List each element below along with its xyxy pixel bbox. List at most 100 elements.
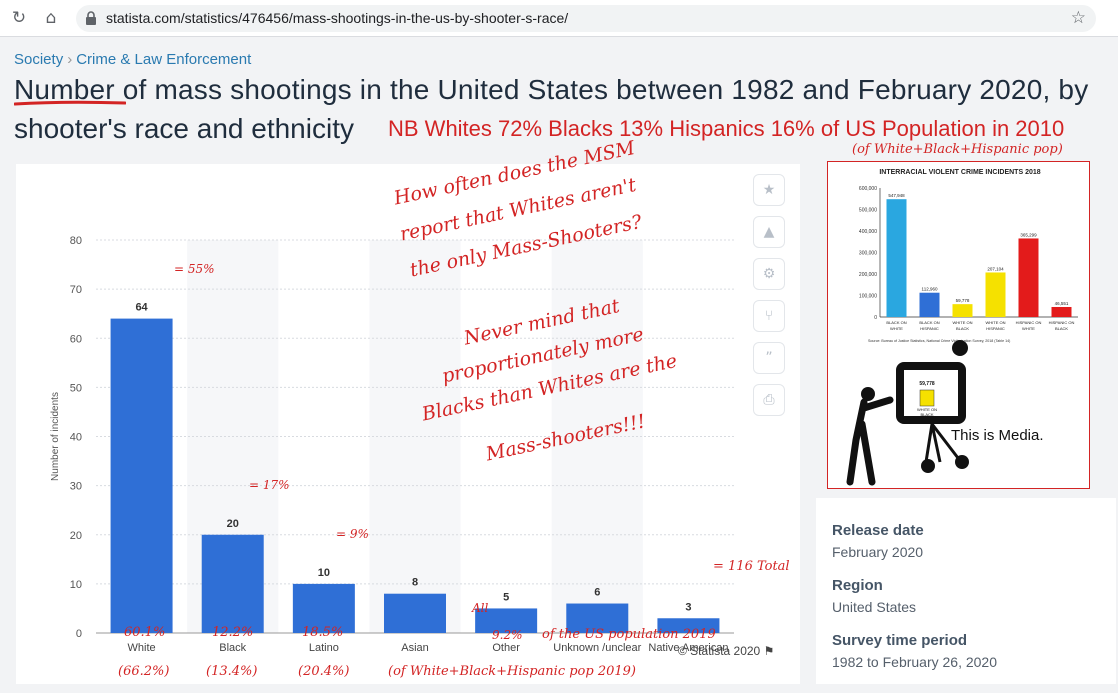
page-title-line1: Number of mass shootings in the United S… <box>14 74 1089 105</box>
bar-white <box>110 318 173 633</box>
inset-category-label: HISPANIC <box>920 326 939 331</box>
y-tick-label: 80 <box>70 235 82 247</box>
inset-category-label: WHITE <box>1022 326 1035 331</box>
pct-latino: 18.5% <box>302 625 344 640</box>
inset-data-label: 112,960 <box>922 287 938 292</box>
y-tick-label: 30 <box>70 481 82 493</box>
bar-native-american <box>657 618 720 633</box>
inset-category-label: WHITE ON <box>953 320 973 325</box>
inset-category-label: BLACK <box>1055 326 1068 331</box>
breadcrumb-crime[interactable]: Crime & Law Enforcement <box>76 51 252 68</box>
eq-white: = 55% <box>174 262 215 276</box>
share-icon: ⑂ <box>764 308 774 324</box>
release-date-label: Release date <box>832 522 924 539</box>
data-label: 10 <box>318 567 330 579</box>
inset-category-label: HISPANIC <box>986 326 1005 331</box>
tv-reel <box>952 340 968 356</box>
region-value: United States <box>832 599 917 615</box>
pct-black: 12.2% <box>212 625 254 640</box>
page: Society › Crime & Law Enforcement Number o… <box>0 38 1118 693</box>
inset-y-tick: 0 <box>874 315 877 321</box>
statistic-details: Release date February 2020 Region United… <box>816 498 1116 684</box>
inset-data-label: 547,948 <box>888 193 905 198</box>
category-band <box>369 240 461 633</box>
bookmark-star-icon[interactable]: ☆ <box>1070 8 1086 28</box>
data-label: 20 <box>227 518 239 530</box>
statista-credit[interactable]: © Statista 2020 ⚑ <box>678 644 774 658</box>
credit-text: © Statista 2020 <box>678 644 761 658</box>
star-icon: ★ <box>762 182 776 198</box>
media-caption: This is Media. <box>951 427 1044 444</box>
bar-asian <box>384 593 446 633</box>
print-button[interactable]: ⎙ <box>753 384 785 416</box>
settings-button[interactable]: ⚙ <box>753 258 785 290</box>
eq-latino: = 9% <box>336 527 369 541</box>
bell-icon: ▲ <box>763 224 775 240</box>
inset-category-label: WHITE ON <box>986 320 1006 325</box>
reload-icon[interactable]: ↻ <box>11 8 27 28</box>
url-text: statista.com/statistics/476456/mass-shoo… <box>106 10 569 26</box>
man-body <box>846 396 894 486</box>
y-tick-label: 60 <box>70 333 82 345</box>
data-label: 5 <box>503 591 509 603</box>
paren-note: (of White+Black+Hispanic pop 2019) <box>388 664 636 679</box>
inset-title: INTERRACIAL VIOLENT CRIME INCIDENTS 2018 <box>879 169 1040 176</box>
us-pop-note: of the US population 2019 <box>542 627 716 642</box>
paren-white: (66.2%) <box>118 664 170 679</box>
inset-source: Source: Bureau of Justice Statistics, Na… <box>868 339 1010 343</box>
share-button[interactable]: ⑂ <box>753 300 785 332</box>
inset-y-tick: 600,000 <box>859 186 877 192</box>
data-label: 8 <box>412 577 418 589</box>
address-bar[interactable]: statista.com/statistics/476456/mass-shoo… <box>76 5 1096 32</box>
home-icon[interactable]: ⌂ <box>45 8 57 28</box>
notify-button[interactable]: ▲ <box>753 216 785 248</box>
data-label: 3 <box>685 601 691 613</box>
inset-category-label: HISPANIC ON <box>1016 320 1042 325</box>
page-title-line2: shooter's race and ethnicity <box>14 113 354 144</box>
inset-y-tick: 200,000 <box>859 272 877 278</box>
y-tick-label: 50 <box>70 382 82 394</box>
y-tick-label: 0 <box>76 628 82 640</box>
man-head <box>861 387 875 401</box>
population-note: NB Whites 72% Blacks 13% Hispanics 16% o… <box>388 116 1065 141</box>
y-tick-label: 70 <box>70 284 82 296</box>
tv-value: 59,778 <box>919 381 935 387</box>
breadcrumb-society[interactable]: Society <box>14 51 64 68</box>
gear-icon: ⚙ <box>762 266 776 282</box>
tv-label-2: BLACK <box>920 412 933 417</box>
x-tick-label: Unknown /unclear <box>553 642 641 654</box>
inset-data-label: 365,299 <box>1020 232 1037 237</box>
pop-note: (of White+Black+Hispanic pop) <box>852 142 1063 157</box>
data-label: 6 <box>594 587 600 599</box>
survey-period-label: Survey time period <box>832 632 968 649</box>
red-underline-mark <box>14 100 126 106</box>
y-tick-label: 10 <box>70 579 82 591</box>
tv-label-1: WHITE ON <box>917 407 937 412</box>
x-tick-label: Other <box>492 642 520 654</box>
tv-stand <box>924 423 960 463</box>
inset-y-tick: 300,000 <box>859 251 877 257</box>
interracial-crime-chart: INTERRACIAL VIOLENT CRIME INCIDENTS 2018… <box>846 169 1078 486</box>
cite-button[interactable]: ” <box>753 342 785 374</box>
inset-y-tick: 100,000 <box>859 294 877 300</box>
tv-wheel <box>921 459 935 473</box>
eq-black: = 17% <box>249 478 290 492</box>
inset-y-tick: 500,000 <box>859 208 877 214</box>
inset-category-label: HISPANIC ON <box>1049 320 1075 325</box>
inset-bar <box>985 272 1006 317</box>
chart-card: 0 10 20 30 40 50 60 70 80 Number of incidents 64 Wh… <box>16 137 800 684</box>
inset-category-label: WHITE <box>890 326 903 331</box>
bar-latino <box>292 583 355 633</box>
print-icon: ⎙ <box>763 392 775 408</box>
inset-category-label: BLACK ON <box>919 320 939 325</box>
pct-other: 9.2% <box>492 628 523 642</box>
x-tick-label: White <box>128 642 156 654</box>
x-tick-label: Asian <box>401 642 429 654</box>
x-tick-label: Black <box>219 642 246 654</box>
pct-white: 60.1% <box>124 625 166 640</box>
favorite-button[interactable]: ★ <box>753 174 785 206</box>
browser-toolbar: ↻ ⌂ statista.com/statistics/476456/mass-… <box>0 0 1118 37</box>
lock-icon <box>86 11 96 25</box>
release-date-value: February 2020 <box>832 544 924 560</box>
total-note: = 116 Total <box>713 559 790 574</box>
